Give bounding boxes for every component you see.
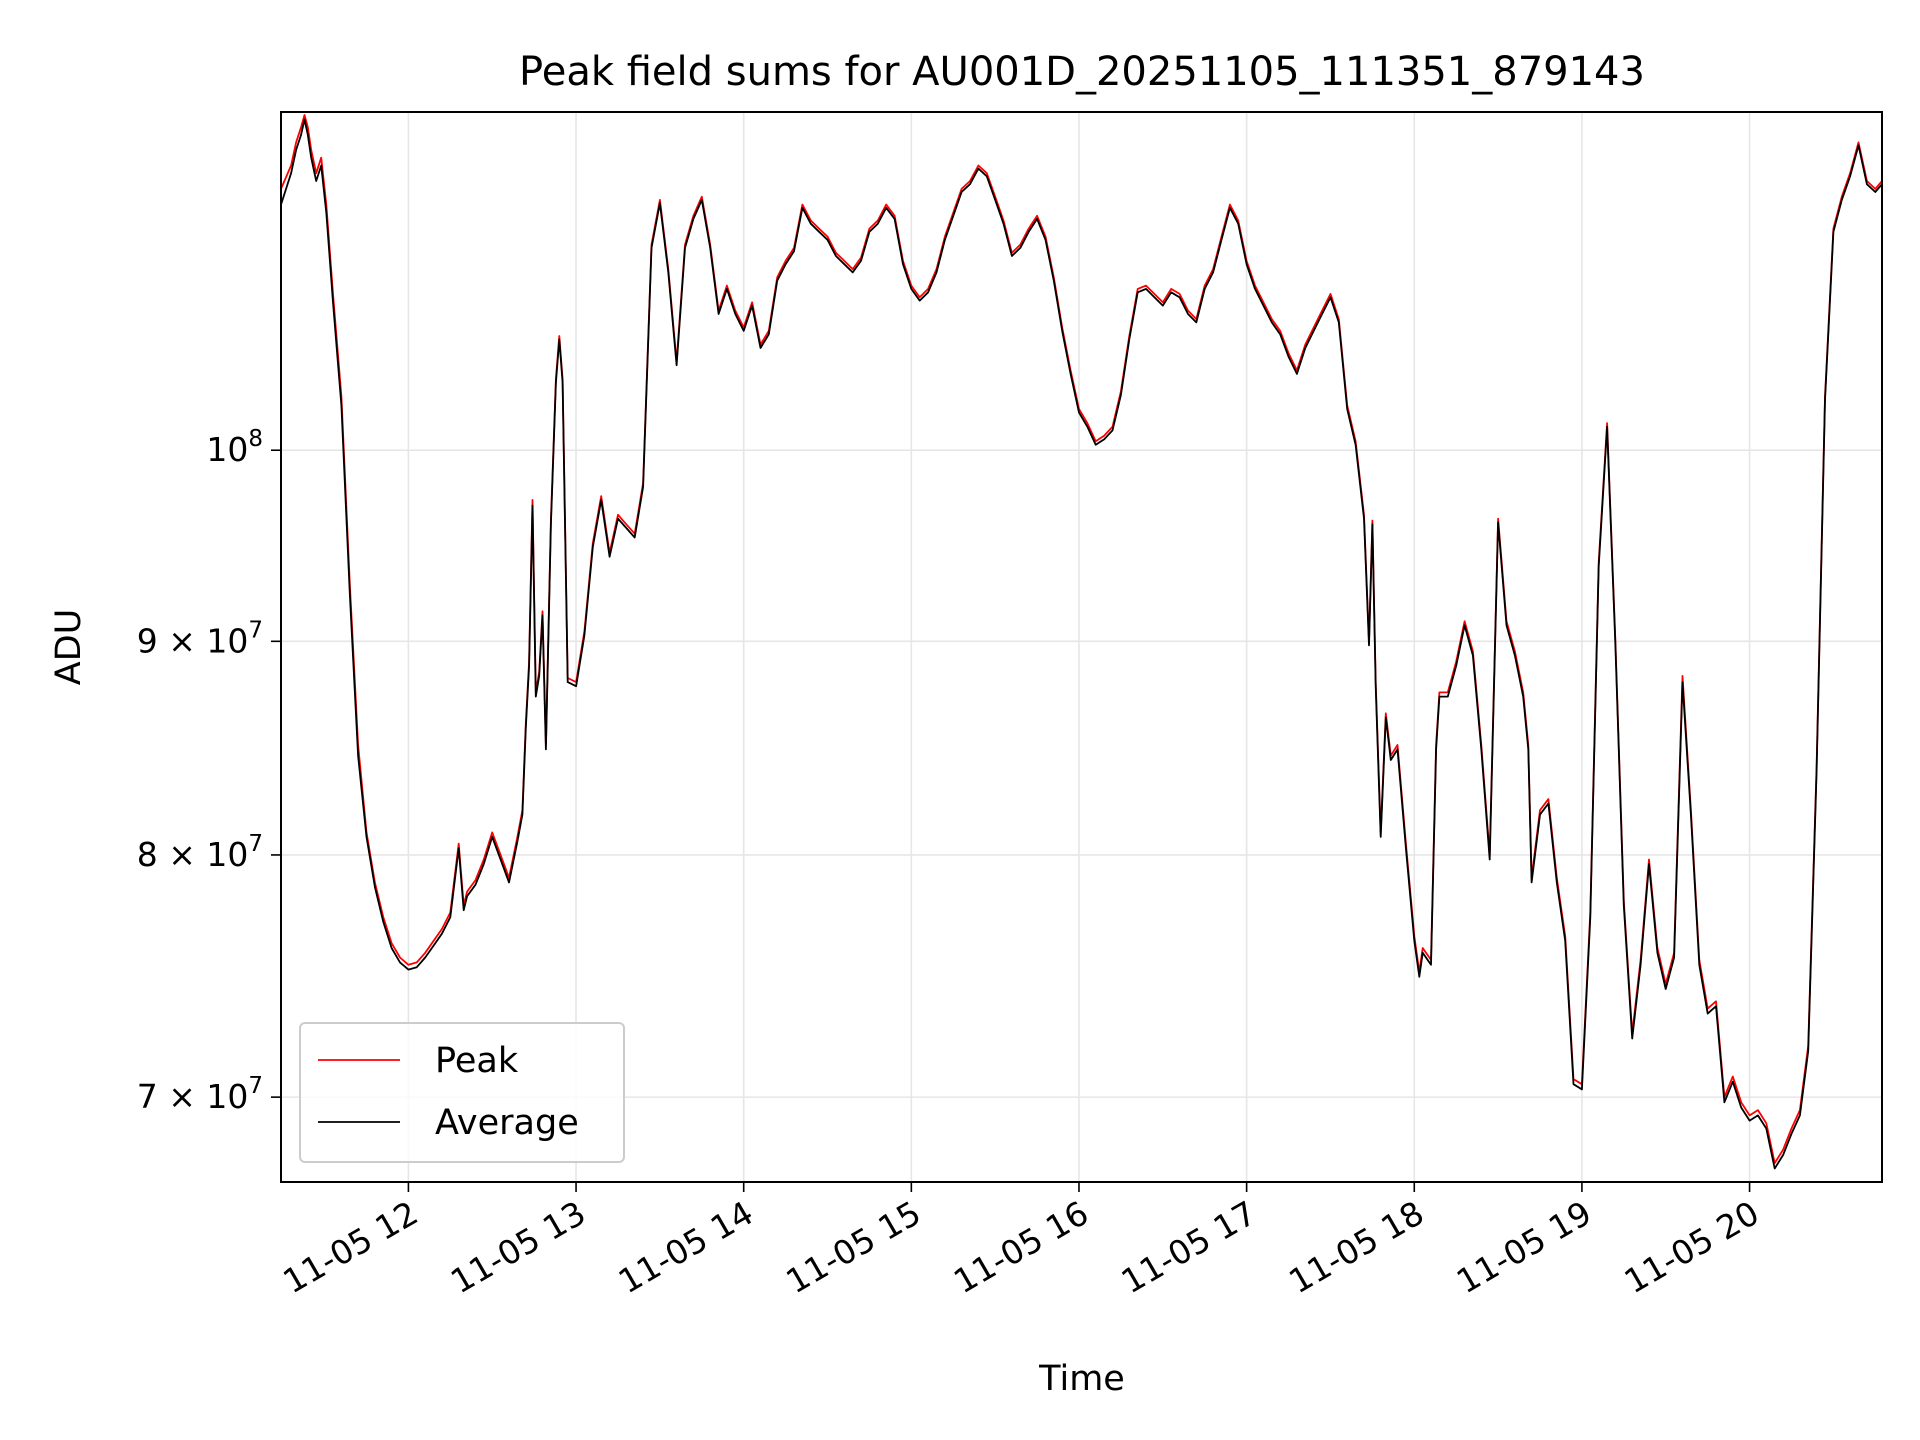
y-axis-label: ADU xyxy=(49,609,89,686)
legend-box xyxy=(299,1022,625,1163)
legend-average-label: Average xyxy=(435,1103,579,1143)
y-tick-label: 7 × 107 xyxy=(137,1073,263,1116)
series-lines xyxy=(280,114,1883,1170)
x-axis-label: Time xyxy=(1038,1359,1125,1399)
chart-title: Peak field sums for AU001D_20251105_1113… xyxy=(519,49,1645,95)
legend-peak-label: Peak xyxy=(435,1041,519,1081)
legend: Peak Average xyxy=(299,1022,625,1163)
y-tick-label: 9 × 107 xyxy=(137,617,263,660)
average-series-line xyxy=(280,118,1883,1170)
y-tick-label: 8 × 107 xyxy=(137,831,263,874)
y-tick-label: 108 xyxy=(206,426,263,469)
plot-frame xyxy=(280,111,1883,1183)
